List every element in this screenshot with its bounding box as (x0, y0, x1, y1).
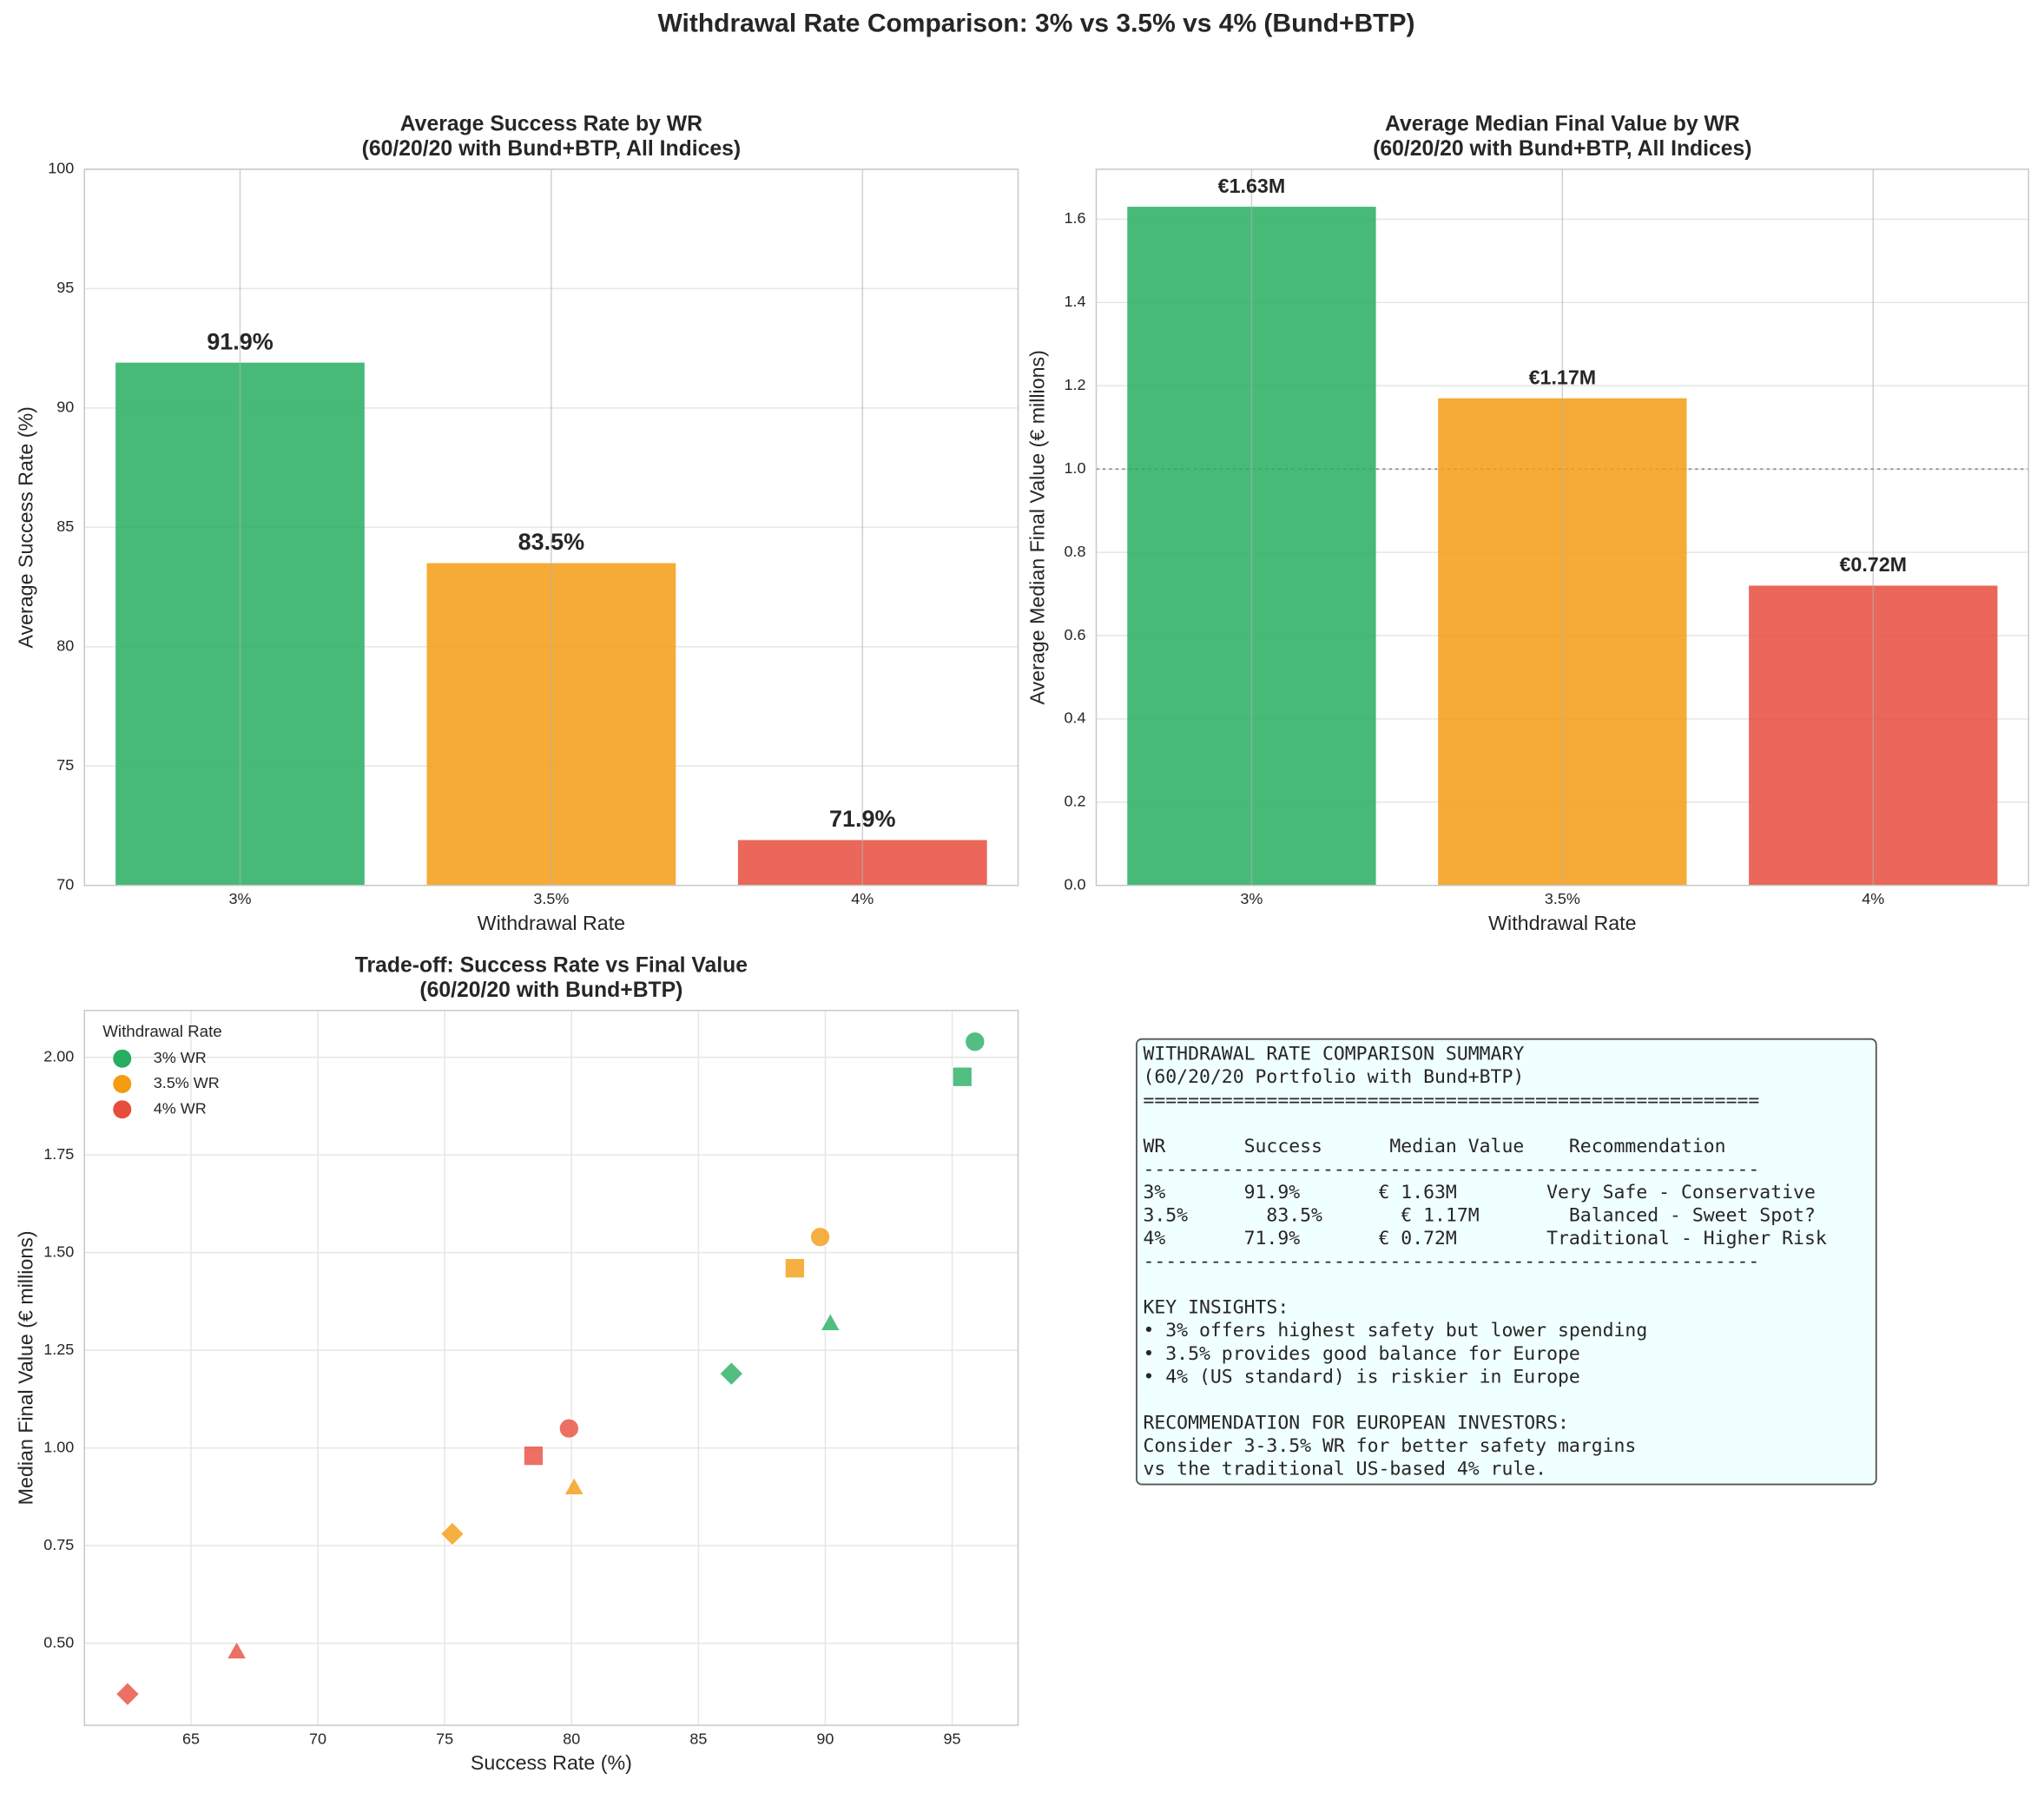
point (952, 1066, 973, 1088)
x-tick-label: 3.5% (533, 890, 569, 907)
value-label: 91.9% (207, 328, 274, 354)
x-tick-label: 65 (182, 1730, 200, 1747)
point (784, 1257, 806, 1279)
x-tick-label: 3% (228, 890, 251, 907)
summary-line: 3.5% 83.5% € 1.17M Balanced - Sweet Spot… (1143, 1205, 1815, 1227)
subplot-title: (60/20/20 with Bund+BTP) (419, 979, 682, 1002)
summary-line: WR Success Median Value Recommendation (1143, 1136, 1725, 1157)
x-tick-label: 4% (1862, 890, 1884, 907)
legend-title: Withdrawal Rate (102, 1022, 221, 1040)
y-tick-label: 0.8 (1064, 543, 1085, 560)
summary-line: RECOMMENDATION FOR EUROPEAN INVESTORS: (1143, 1412, 1568, 1434)
x-axis-label: Withdrawal Rate (1488, 912, 1636, 934)
x-tick-label: 85 (689, 1730, 707, 1747)
y-axis-label: Average Median Final Value (€ millions) (1026, 350, 1049, 705)
point (820, 1312, 841, 1332)
value-label: €0.72M (1840, 553, 1908, 576)
subplot-title: Trade-off: Success Rate vs Final Value (355, 953, 748, 977)
summary-line: KEY INSIGHTS: (1143, 1297, 1289, 1319)
y-tick-label: 70 (56, 876, 74, 893)
y-tick-label: 1.6 (1064, 209, 1085, 227)
subplot-title: (60/20/20 with Bund+BTP, All Indices) (362, 137, 741, 161)
summary-box (1136, 1038, 1877, 1486)
summary-line: 3% 91.9% € 1.63M Very Safe - Conservativ… (1143, 1182, 1815, 1203)
y-tick-label: 0.0 (1064, 876, 1085, 893)
value-label: €1.63M (1218, 175, 1286, 197)
x-tick-label: 4% (851, 890, 874, 907)
legend-marker (113, 1074, 132, 1093)
y-axis-label: Average Success Rate (%) (14, 406, 36, 649)
y-tick-label: 100 (48, 160, 74, 177)
y-tick-label: 1.25 (43, 1341, 74, 1358)
plot-frame (83, 168, 1019, 887)
y-tick-label: 75 (56, 756, 74, 774)
summary-line: Consider 3-3.5% WR for better safety mar… (1143, 1435, 1636, 1457)
y-tick-label: 1.50 (43, 1243, 74, 1260)
subplot-title: (60/20/20 with Bund+BTP, All Indices) (1373, 137, 1751, 161)
figure-title: Withdrawal Rate Comparison: 3% vs 3.5% v… (658, 9, 1415, 37)
summary-line: ========================================… (1143, 1090, 1759, 1111)
x-tick-label: 3.5% (1545, 890, 1580, 907)
y-tick-label: 0.6 (1064, 626, 1085, 643)
y-tick-label: 1.0 (1064, 459, 1085, 477)
y-tick-label: 85 (56, 517, 74, 535)
plot-frame (1095, 168, 2029, 887)
x-tick-label: 70 (309, 1730, 326, 1747)
point (964, 1031, 986, 1052)
legend-marker (113, 1100, 132, 1119)
plot-frame (83, 1009, 1019, 1726)
x-axis-label: Withdrawal Rate (478, 912, 625, 934)
summary-line: ----------------------------------------… (1143, 1158, 1759, 1180)
summary-line: ----------------------------------------… (1143, 1251, 1759, 1273)
y-tick-label: 2.00 (43, 1047, 74, 1065)
legend-marker (113, 1049, 132, 1068)
legend-label: 4% WR (154, 1099, 207, 1117)
y-tick-label: 80 (56, 637, 74, 655)
x-tick-label: 3% (1240, 890, 1263, 907)
legend-label: 3.5% WR (154, 1074, 220, 1091)
point (718, 1361, 744, 1387)
point (226, 1640, 247, 1660)
y-tick-label: 95 (56, 279, 74, 296)
y-tick-label: 1.00 (43, 1438, 74, 1455)
y-tick-label: 1.2 (1064, 376, 1085, 393)
y-tick-label: 0.4 (1064, 709, 1085, 727)
y-tick-label: 0.75 (43, 1536, 74, 1553)
point (115, 1681, 141, 1707)
y-tick-label: 0.2 (1064, 793, 1085, 810)
y-tick-label: 1.4 (1064, 293, 1085, 310)
summary-line: (60/20/20 Portfolio with Bund+BTP) (1143, 1066, 1524, 1088)
x-tick-label: 90 (816, 1730, 834, 1747)
point (439, 1521, 465, 1546)
subplot-title: Average Median Final Value by WR (1385, 112, 1740, 135)
point (563, 1476, 585, 1496)
summary-line: • 3% offers highest safety but lower spe… (1143, 1320, 1647, 1341)
x-tick-label: 95 (944, 1730, 961, 1747)
summary-line: 4% 71.9% € 0.72M Traditional - Higher Ri… (1143, 1228, 1826, 1249)
subplot-title: Average Success Rate by WR (400, 112, 702, 135)
point (558, 1418, 580, 1439)
point (523, 1445, 544, 1467)
value-label: 71.9% (829, 806, 896, 832)
summary-line: • 4% (US standard) is riskier in Europe (1143, 1366, 1579, 1388)
point (809, 1226, 831, 1248)
y-tick-label: 90 (56, 399, 74, 416)
y-tick-label: 0.50 (43, 1633, 74, 1651)
summary-line: • 3.5% provides good balance for Europe (1143, 1343, 1579, 1365)
value-label: 83.5% (518, 529, 585, 555)
y-tick-label: 1.75 (43, 1145, 74, 1163)
summary-line: vs the traditional US-based 4% rule. (1143, 1458, 1546, 1480)
x-axis-label: Success Rate (%) (471, 1751, 632, 1774)
legend-label: 3% WR (154, 1049, 207, 1066)
value-label: €1.17M (1529, 366, 1597, 388)
summary-line: WITHDRAWAL RATE COMPARISON SUMMARY (1143, 1044, 1524, 1065)
x-tick-label: 75 (436, 1730, 453, 1747)
y-axis-label: Median Final Value (€ millions) (14, 1230, 36, 1505)
x-tick-label: 80 (563, 1730, 580, 1747)
